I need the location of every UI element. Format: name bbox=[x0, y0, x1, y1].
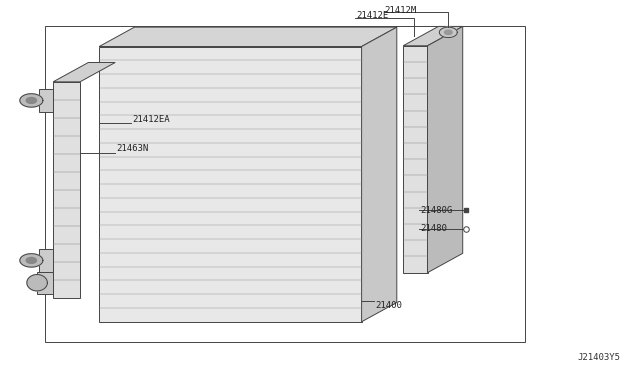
Text: 21480G: 21480G bbox=[420, 206, 452, 215]
Polygon shape bbox=[26, 257, 36, 263]
Polygon shape bbox=[53, 62, 115, 82]
Bar bbox=[39, 249, 53, 272]
Text: J21403Y5: J21403Y5 bbox=[578, 353, 621, 362]
Text: 21463N: 21463N bbox=[116, 144, 148, 153]
Polygon shape bbox=[445, 30, 452, 35]
Bar bbox=[99, 46, 362, 322]
Polygon shape bbox=[362, 27, 397, 322]
Bar bbox=[403, 46, 428, 273]
Polygon shape bbox=[403, 26, 463, 46]
Text: 21412E: 21412E bbox=[356, 10, 388, 19]
Polygon shape bbox=[440, 27, 458, 38]
Polygon shape bbox=[27, 275, 47, 291]
Bar bbox=[53, 82, 80, 298]
Polygon shape bbox=[20, 254, 43, 267]
Text: 21480: 21480 bbox=[420, 224, 447, 233]
Bar bbox=[45, 26, 525, 342]
Polygon shape bbox=[37, 272, 53, 294]
Text: 21412M: 21412M bbox=[385, 6, 417, 15]
Bar bbox=[39, 89, 53, 112]
Polygon shape bbox=[26, 97, 36, 103]
Polygon shape bbox=[99, 27, 397, 46]
Polygon shape bbox=[428, 26, 463, 273]
Text: 21412EA: 21412EA bbox=[132, 115, 170, 124]
Text: 21400: 21400 bbox=[376, 301, 403, 310]
Polygon shape bbox=[20, 94, 43, 107]
